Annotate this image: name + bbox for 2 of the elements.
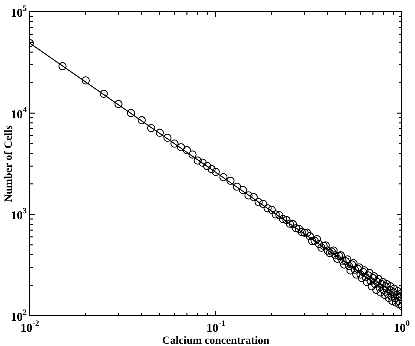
y-axis-title: Number of Cells (2, 124, 15, 202)
x-axis-title: Calcium concentration (162, 335, 270, 346)
